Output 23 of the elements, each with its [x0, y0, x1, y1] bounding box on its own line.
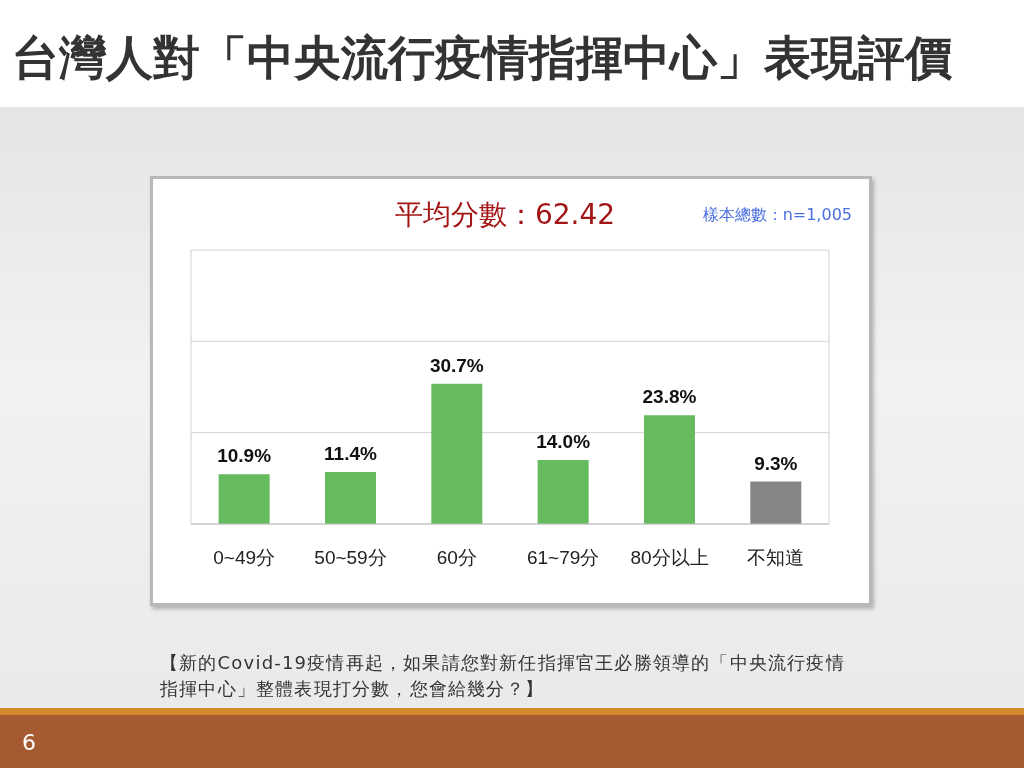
bar	[431, 383, 483, 524]
bar	[643, 415, 695, 524]
data-label: 11.4%	[324, 442, 377, 464]
data-label: 9.3%	[754, 452, 798, 474]
x-tick-label: 80分以上	[630, 547, 709, 569]
data-label: 23.8%	[642, 386, 697, 408]
x-tick-label: 50~59分	[314, 547, 387, 569]
bar	[750, 481, 802, 524]
chart-subtitle: 平均分數：62.42	[394, 198, 616, 231]
x-tick-label: 不知道	[747, 547, 805, 569]
chart-title: 台灣人對「中央流行疫情指揮中心」表現評價	[12, 30, 952, 86]
data-label: 10.9%	[217, 445, 272, 467]
x-tick-label: 60分	[436, 547, 477, 569]
data-label: 30.7%	[429, 354, 484, 376]
text: 樣本總數：n=1,005	[702, 204, 852, 226]
text: 6	[22, 729, 36, 757]
bar	[324, 471, 376, 524]
data-label: 14.0%	[536, 431, 591, 453]
bar	[218, 474, 270, 524]
text: 【新的Covid-19疫情再起，如果請您對新任指揮官王必勝領導的「中央流行疫情指揮中心」整體表現打分數，您會給幾分？】	[160, 651, 846, 701]
bar	[537, 460, 589, 524]
x-tick-label: 61~79分	[526, 547, 600, 569]
x-tick-label: 0~49分	[213, 547, 276, 569]
